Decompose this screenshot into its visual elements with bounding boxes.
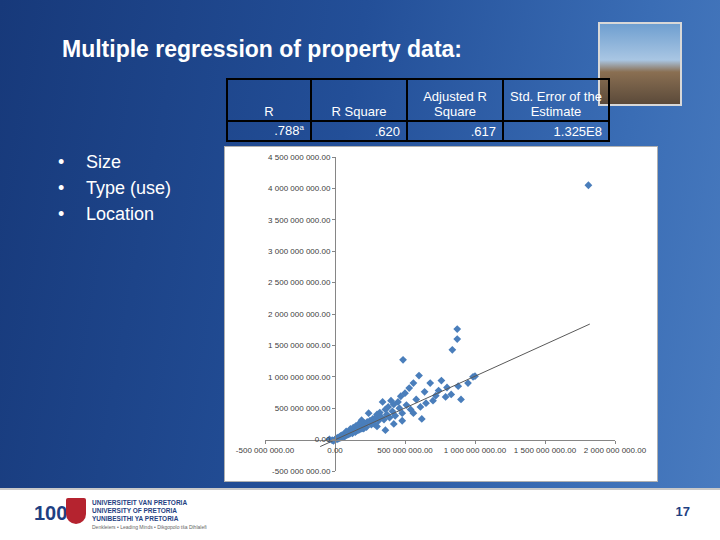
svg-text:1 000 000 000.00: 1 000 000 000.00 xyxy=(444,446,507,455)
svg-text:0.00: 0.00 xyxy=(315,435,331,444)
svg-text:500 000 000.00: 500 000 000.00 xyxy=(275,404,331,413)
html-text:UNIVERSITEIT VAN PRETORIA: UNIVERSITEIT VAN PRETORIA xyxy=(92,499,188,506)
html-text:R Square: R Square xyxy=(331,104,387,119)
svg-text:4 500 000 000.00: 4 500 000 000.00 xyxy=(268,153,331,162)
html-text:UNIVERSITY OF PRETORIA: UNIVERSITY OF PRETORIA xyxy=(92,507,177,514)
html-text:17: 17 xyxy=(675,504,690,519)
svg-text:0.00: 0.00 xyxy=(327,446,343,455)
svg-text:3 000 000 000.00: 3 000 000 000.00 xyxy=(268,247,331,256)
html-text:YUNIBESITHI YA PRETORIA: YUNIBESITHI YA PRETORIA xyxy=(92,515,179,522)
html-text:Type (use): Type (use) xyxy=(86,178,171,198)
html-text:100: 100 xyxy=(34,502,68,524)
svg-text:1 500 000 000.00: 1 500 000 000.00 xyxy=(514,446,577,455)
html-text:.788a: .788a xyxy=(274,123,304,139)
svg-text:500 000 000.00: 500 000 000.00 xyxy=(377,446,433,455)
html-text:1.325E8: 1.325E8 xyxy=(553,123,602,139)
html-text:Size: Size xyxy=(86,152,121,172)
html-text:R: R xyxy=(264,104,274,119)
html-text:Adjusted R Square: Adjusted R Square xyxy=(423,89,487,119)
html-text:Std. Error of the Estimate: Std. Error of the Estimate xyxy=(510,89,602,119)
html-text:.617: .617 xyxy=(470,123,496,139)
svg-text:1 500 000 000.00: 1 500 000 000.00 xyxy=(268,341,331,350)
html-text:Location: Location xyxy=(86,204,155,224)
svg-text:2 500 000 000.00: 2 500 000 000.00 xyxy=(268,278,331,287)
html-text:Denkleiers • Leading Minds • D: Denkleiers • Leading Minds • Dikgopolo t… xyxy=(92,524,207,530)
svg-text:1 000 000 000.00: 1 000 000 000.00 xyxy=(268,373,331,382)
svg-text:4 000 000 000.00: 4 000 000 000.00 xyxy=(268,184,331,193)
svg-text:-500 000 000.00: -500 000 000.00 xyxy=(236,446,295,455)
html-text:.620: .620 xyxy=(374,123,400,139)
svg-text:-500 000 000.00: -500 000 000.00 xyxy=(272,467,331,476)
svg-text:3 500 000 000.00: 3 500 000 000.00 xyxy=(268,216,331,225)
svg-text:2 000 000 000.00: 2 000 000 000.00 xyxy=(268,310,331,319)
html-text:Multiple regression of propert: Multiple regression of property data: xyxy=(62,36,462,62)
svg-text:2 000 000 000.00: 2 000 000 000.00 xyxy=(584,446,647,455)
